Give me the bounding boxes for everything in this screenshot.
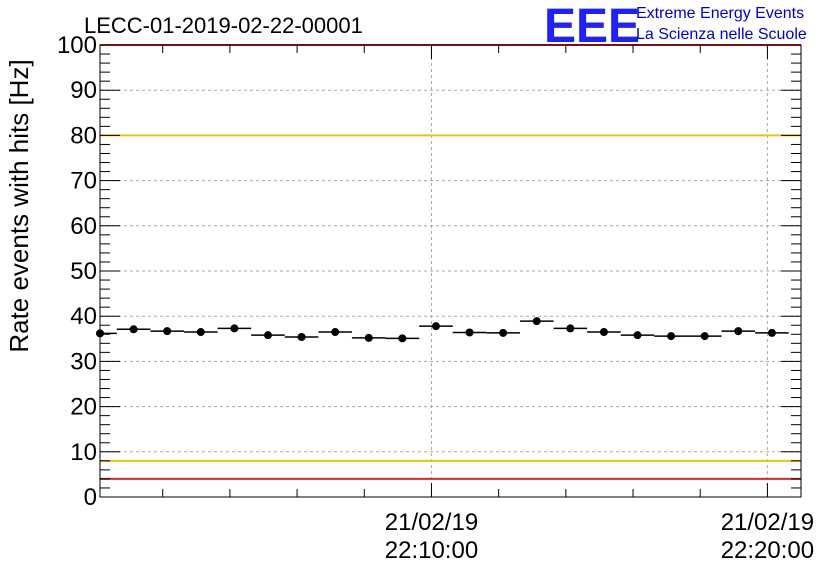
x-tick-label-date: 21/02/19 [721, 509, 814, 536]
y-tick-label: 70 [70, 168, 97, 195]
data-points [96, 317, 789, 343]
axes [99, 44, 802, 498]
data-point [96, 329, 104, 338]
data-point [364, 333, 373, 342]
data-point [633, 331, 642, 340]
data-point [599, 328, 608, 337]
data-point [263, 331, 272, 340]
x-tick-label-time: 22:10:00 [385, 537, 478, 564]
chart-title: LECC-01-2019-02-22-00001 [84, 13, 363, 38]
y-tick-label: 0 [84, 484, 97, 511]
data-point [196, 328, 205, 337]
y-tick-label: 50 [70, 258, 97, 285]
x-tick-label-date: 21/02/19 [385, 509, 478, 536]
eee-logo: EEE Extreme Energy Events La Scienza nel… [544, 0, 807, 53]
logo-line-2: La Scienza nelle Scuole [636, 26, 807, 43]
data-point [163, 327, 172, 336]
data-point [734, 327, 743, 336]
data-point [532, 317, 541, 326]
logo-line-1: Extreme Energy Events [636, 5, 804, 22]
y-tick-label: 80 [70, 122, 97, 149]
data-point [767, 328, 776, 337]
data-point [230, 324, 239, 333]
data-point [297, 332, 306, 341]
data-point [431, 322, 440, 331]
data-point [331, 328, 340, 337]
y-tick-label: 90 [70, 77, 97, 104]
data-point [700, 332, 709, 341]
y-tick-label: 10 [70, 439, 97, 466]
reference-lines [100, 44, 801, 480]
y-tick-label: 60 [70, 213, 97, 240]
data-point [465, 328, 474, 337]
data-point [129, 325, 138, 334]
plot-frame [99, 44, 802, 498]
y-tick-labels: 0 10 20 30 40 50 60 70 80 90 100 [57, 32, 97, 511]
data-point [566, 324, 575, 333]
y-tick-label: 20 [70, 394, 97, 421]
y-tick-label: 40 [70, 303, 97, 330]
y-axis-label: Rate events with hits [Hz] [4, 59, 34, 352]
y-tick-label: 30 [70, 348, 97, 375]
data-point [667, 332, 676, 341]
grid [100, 45, 801, 497]
data-point [398, 334, 407, 343]
y-tick-label: 100 [57, 32, 97, 59]
x-tick-label-time: 22:20:00 [721, 537, 814, 564]
data-point [499, 328, 508, 337]
